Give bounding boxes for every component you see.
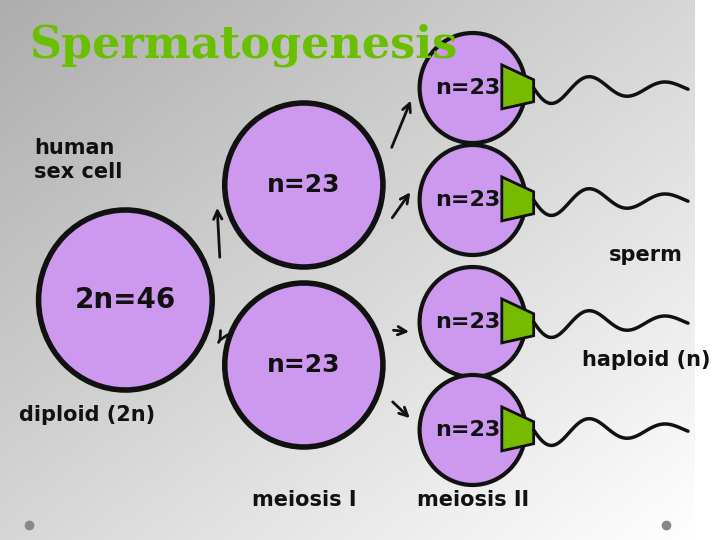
Circle shape	[420, 145, 526, 255]
Text: human
sex cell: human sex cell	[34, 138, 122, 181]
Polygon shape	[502, 407, 534, 451]
Circle shape	[420, 267, 526, 377]
Text: meiosis I: meiosis I	[251, 490, 356, 510]
Text: 2n=46: 2n=46	[75, 286, 176, 314]
Polygon shape	[502, 299, 534, 343]
Text: sperm: sperm	[609, 245, 683, 265]
Text: n=23: n=23	[435, 420, 500, 440]
Circle shape	[420, 375, 526, 485]
Text: n=23: n=23	[435, 190, 500, 210]
Text: n=23: n=23	[267, 173, 341, 197]
Circle shape	[39, 210, 212, 390]
Text: n=23: n=23	[435, 78, 500, 98]
Text: haploid (n): haploid (n)	[582, 350, 711, 370]
Text: Spermatogenesis: Spermatogenesis	[29, 23, 457, 67]
Circle shape	[420, 33, 526, 143]
Polygon shape	[502, 177, 534, 221]
Text: diploid (2n): diploid (2n)	[19, 405, 156, 425]
Text: meiosis II: meiosis II	[417, 490, 528, 510]
Text: n=23: n=23	[267, 353, 341, 377]
Circle shape	[225, 103, 383, 267]
Text: n=23: n=23	[435, 312, 500, 332]
Polygon shape	[502, 65, 534, 109]
Circle shape	[225, 283, 383, 447]
